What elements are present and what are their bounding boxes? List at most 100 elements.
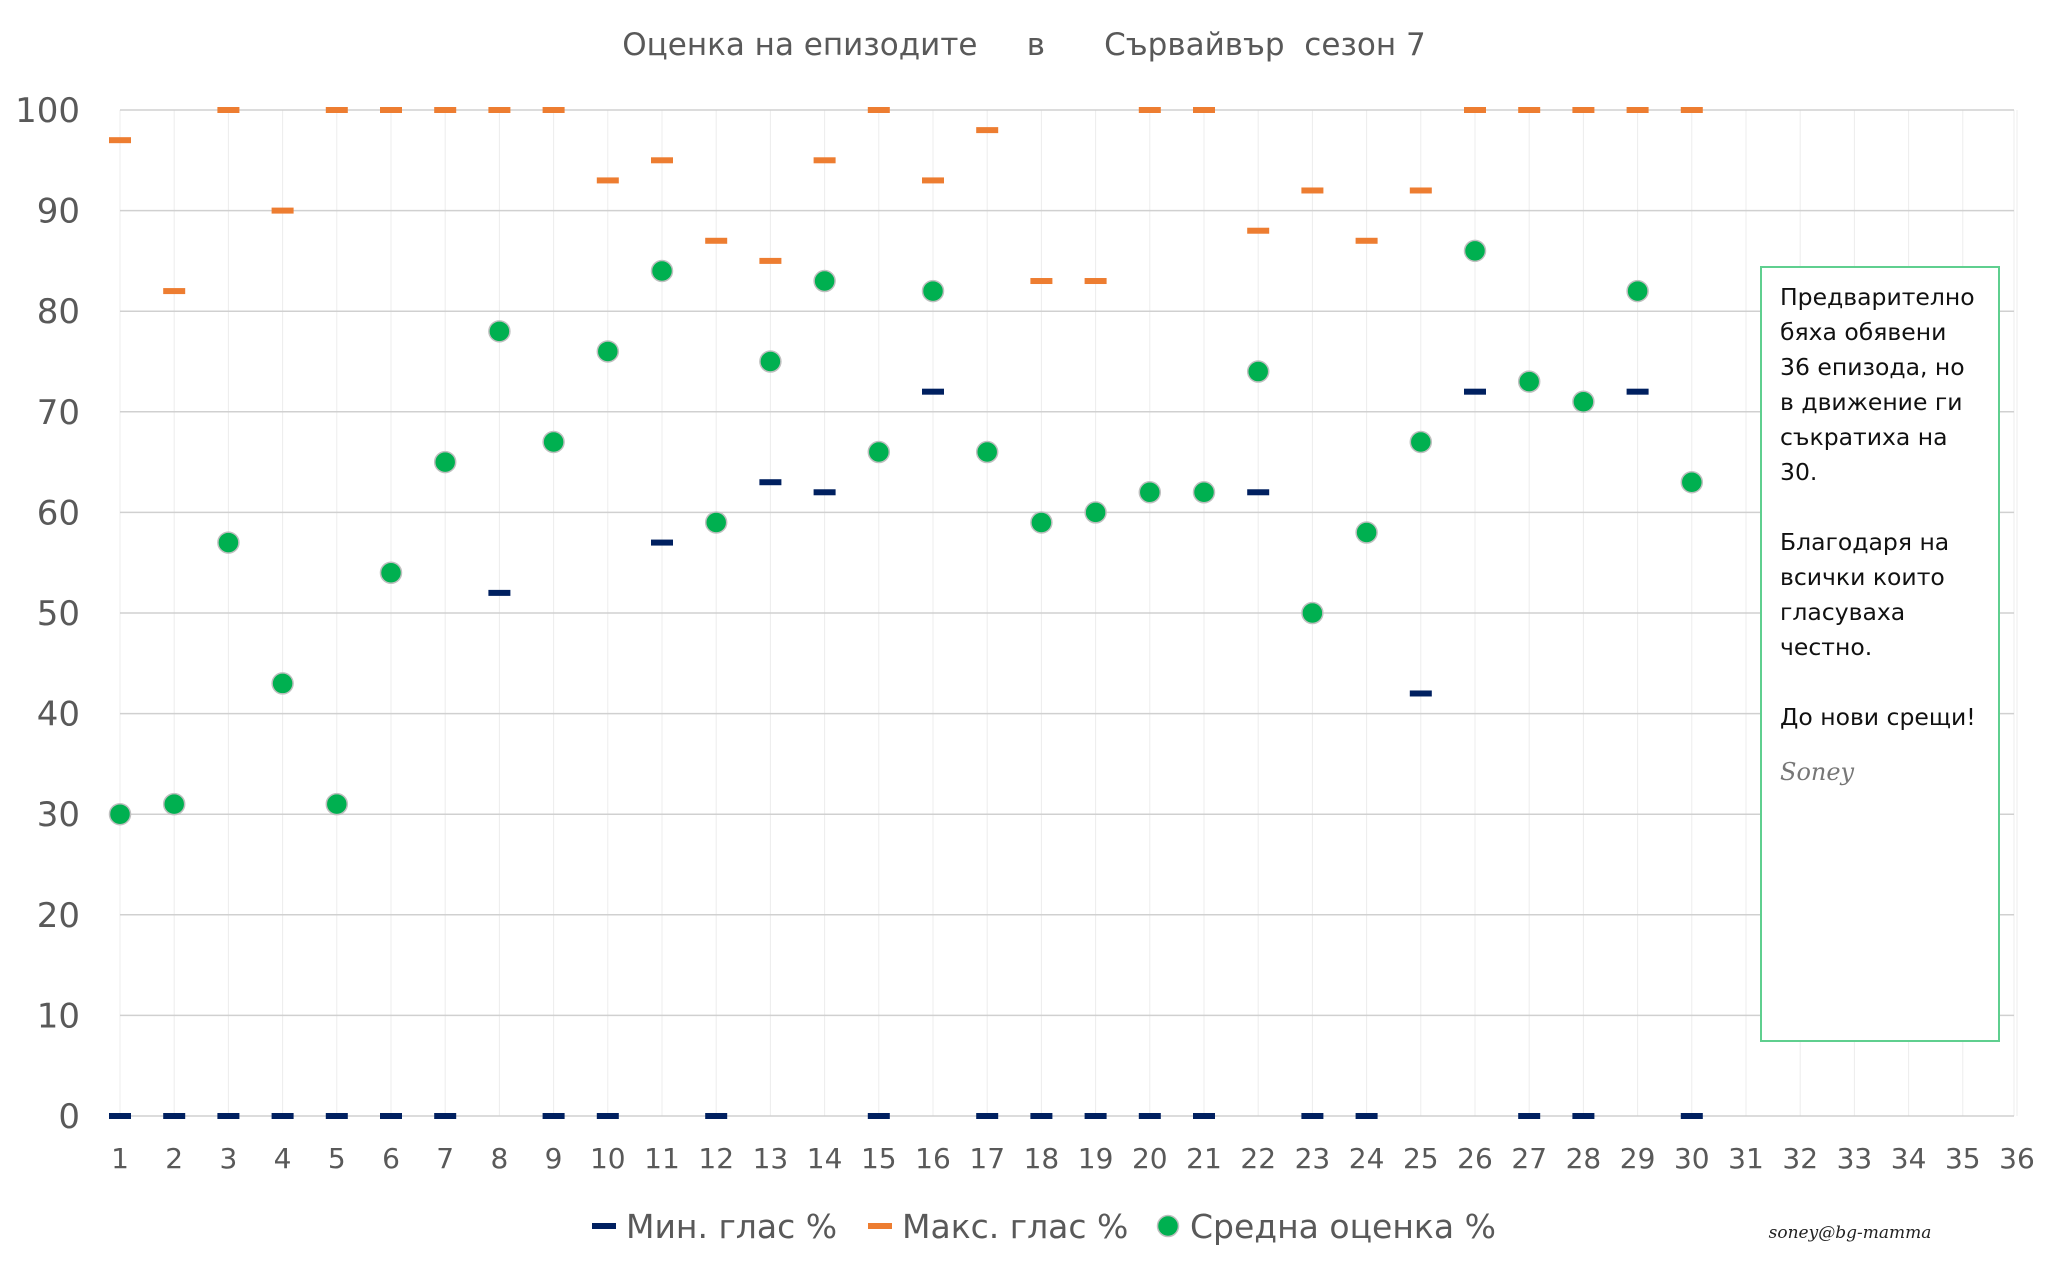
y-tick-label: 20 <box>37 896 80 936</box>
x-tick-label: 24 <box>1349 1142 1385 1175</box>
series-1-dash <box>759 257 782 264</box>
series-0-dash <box>813 489 836 496</box>
series-0-dash <box>867 1113 890 1119</box>
x-tick-label: 5 <box>328 1142 346 1175</box>
series-0-dash <box>1084 1113 1107 1119</box>
series-2-point <box>325 792 349 816</box>
series-0-dash <box>488 589 511 596</box>
series-2-point <box>1030 511 1053 534</box>
series-1-dash <box>922 177 944 184</box>
legend: Мин. глас % Макс. глас % Средна оценка % <box>592 1207 1496 1246</box>
legend-label-0: Мин. глас % <box>626 1207 837 1246</box>
series-2-point <box>1138 481 1162 504</box>
y-tick-label: 100 <box>15 91 80 131</box>
series-0-dash <box>1301 1113 1324 1119</box>
series-1-dash <box>1030 278 1053 285</box>
series-2-point <box>217 531 240 554</box>
x-tick-label: 4 <box>274 1142 292 1175</box>
series-1-dash <box>705 237 728 244</box>
x-tick-label: 25 <box>1403 1142 1439 1175</box>
x-tick-label: 14 <box>807 1142 843 1175</box>
series-0-dash <box>1626 388 1649 395</box>
series-0-dash <box>1409 690 1432 697</box>
y-tick-label: 0 <box>58 1097 80 1137</box>
x-tick-label: 31 <box>1728 1142 1764 1175</box>
note-box: Предварително бяха обявени 36 епизода, н… <box>1760 266 2000 1042</box>
series-1-dash <box>1680 107 1703 113</box>
series-0-dash <box>596 1113 619 1119</box>
series-2-point <box>1572 390 1595 413</box>
credit-text: soney@bg-mamma <box>1769 1223 1932 1243</box>
data-marks <box>108 107 1704 1119</box>
series-1-dash <box>325 107 348 113</box>
series-0-dash <box>1355 1113 1378 1119</box>
series-2-point <box>1192 481 1216 504</box>
note-paragraph-3: До нови срещи! <box>1780 703 1976 731</box>
x-tick-label: 18 <box>1024 1142 1060 1175</box>
series-0-dash <box>1464 388 1486 395</box>
series-2-point <box>1680 470 1704 494</box>
series-2-point <box>379 561 403 585</box>
series-2-point <box>1517 370 1541 393</box>
x-tick-label: 28 <box>1566 1142 1602 1175</box>
series-1-dash <box>163 288 186 295</box>
x-tick-label: 9 <box>545 1142 563 1175</box>
series-1-dash <box>1572 107 1595 113</box>
x-tick-label: 13 <box>753 1142 789 1175</box>
series-1-dash <box>1301 187 1324 194</box>
series-2-point <box>1246 360 1270 383</box>
x-tick-label: 3 <box>219 1142 237 1175</box>
series-1-dash <box>488 107 511 113</box>
series-2-point <box>867 440 891 464</box>
series-0-dash <box>1138 1113 1161 1119</box>
y-tick-label: 50 <box>37 594 80 634</box>
series-2-point <box>975 440 999 464</box>
y-axis: 0 10 20 30 40 50 60 70 80 90 100 <box>15 91 80 1137</box>
series-0-dash <box>542 1113 565 1119</box>
series-1-dash <box>1247 227 1270 234</box>
series-1-dash <box>217 107 240 113</box>
series-2-point <box>271 672 294 695</box>
x-tick-label: 20 <box>1132 1142 1168 1175</box>
x-tick-label: 35 <box>1945 1142 1981 1175</box>
series-0-dash <box>163 1113 186 1119</box>
x-tick-label: 1 <box>111 1142 129 1175</box>
series-0-dash <box>651 539 673 546</box>
series-1-dash <box>271 207 294 214</box>
series-0-dash <box>1247 489 1270 496</box>
series-2-point <box>596 340 620 363</box>
series-2-point <box>542 430 565 454</box>
x-tick-label: 29 <box>1620 1142 1656 1175</box>
legend-marker-1 <box>868 1223 892 1229</box>
series-2-point <box>650 259 674 283</box>
series-1-dash <box>1409 187 1432 194</box>
series-1-dash <box>867 107 890 113</box>
x-tick-label: 22 <box>1240 1142 1276 1175</box>
series-2-point <box>1301 601 1324 625</box>
x-tick-label: 36 <box>1999 1142 2035 1175</box>
y-tick-label: 70 <box>37 393 80 433</box>
series-2-point <box>1409 430 1433 454</box>
x-tick-label: 27 <box>1511 1142 1547 1175</box>
series-1-dash <box>976 127 999 134</box>
series-1-dash <box>109 137 131 144</box>
legend-label-1: Макс. глас % <box>902 1207 1128 1246</box>
series-2-point <box>921 279 945 303</box>
series-0-dash <box>1680 1113 1703 1119</box>
x-tick-label: 21 <box>1186 1142 1222 1175</box>
x-tick-label: 6 <box>382 1142 400 1175</box>
series-2-point <box>759 350 782 373</box>
legend-marker-2 <box>1156 1214 1180 1238</box>
series-0-dash <box>380 1113 402 1119</box>
series-1-dash <box>1084 278 1107 285</box>
x-tick-label: 11 <box>644 1142 680 1175</box>
series-1-dash <box>813 157 836 164</box>
series-2-point <box>433 450 457 474</box>
y-tick-label: 90 <box>37 192 80 232</box>
x-tick-label: 17 <box>969 1142 1005 1175</box>
series-2-point <box>1084 501 1107 524</box>
series-2-point <box>1463 239 1487 263</box>
y-tick-label: 60 <box>37 493 80 533</box>
series-0-dash <box>976 1113 999 1119</box>
series-1-dash <box>596 177 619 184</box>
